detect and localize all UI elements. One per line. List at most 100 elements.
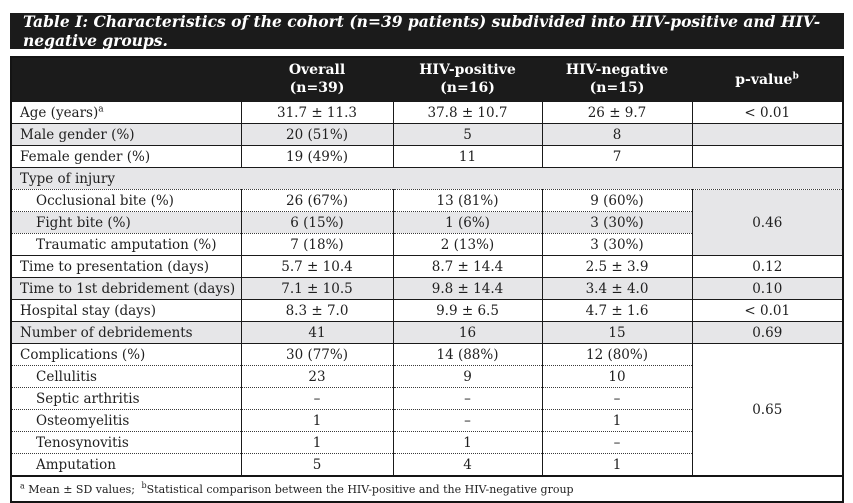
- table-frame: Overall (n=39) HIV-positive (n=16) HIV-n…: [10, 56, 844, 503]
- footnote: a Mean ± SD values; bStatistical compari…: [12, 475, 842, 501]
- cell-hiv-negative: –: [541, 387, 692, 410]
- cell-overall: 8.3 ± 7.0: [240, 299, 393, 322]
- cell-p-value: [691, 145, 842, 168]
- cell-overall: –: [240, 387, 393, 410]
- cell-p-value: 0.69: [691, 321, 842, 344]
- row-label: Cellulitis: [12, 365, 241, 388]
- cell-hiv-negative: 12 (80%): [541, 343, 692, 366]
- cell-hiv-positive: 1: [392, 431, 542, 454]
- cell-p-value: 0.10: [691, 277, 842, 300]
- table-row-septic-arthritis: Septic arthritis – – –: [12, 387, 842, 410]
- table-header: Overall (n=39) HIV-positive (n=16) HIV-n…: [12, 58, 842, 102]
- row-label: Septic arthritis: [12, 387, 241, 410]
- cell-p-value-merged-injury: 0.46: [691, 189, 842, 256]
- header-label-col: [12, 58, 241, 102]
- cell-hiv-negative: 10: [541, 365, 692, 388]
- cell-hiv-positive: 1 (6%): [392, 211, 542, 234]
- cell-hiv-negative: 3 (30%): [541, 211, 692, 234]
- table-title: Table I: Characteristics of the cohort (…: [23, 12, 821, 50]
- table-row-number-of-debridements: Number of debridements 41 16 15 0.69: [12, 321, 842, 344]
- row-label: Male gender (%): [12, 123, 241, 146]
- cell-hiv-negative: 4.7 ± 1.6: [541, 299, 692, 322]
- cell-overall: 19 (49%): [240, 145, 393, 168]
- row-label: Fight bite (%): [12, 211, 241, 234]
- cell-hiv-positive: –: [392, 387, 542, 410]
- row-label: Traumatic amputation (%): [12, 233, 241, 256]
- cell-overall: 5.7 ± 10.4: [240, 255, 393, 278]
- cell-hiv-negative: 2.5 ± 3.9: [541, 255, 692, 278]
- header-p-value: p-valueb: [692, 58, 842, 102]
- row-label: Osteomyelitis: [12, 409, 241, 432]
- row-label: Time to presentation (days): [12, 255, 241, 278]
- row-label: Number of debridements: [12, 321, 241, 344]
- table-row-amputation: Amputation 5 4 1: [12, 453, 842, 476]
- cell-hiv-positive: 9: [392, 365, 542, 388]
- table-row-fight-bite: Fight bite (%) 6 (15%) 1 (6%) 3 (30%): [12, 211, 842, 234]
- row-label: Occlusional bite (%): [12, 189, 241, 212]
- cell-p-value-merged-complications: 0.65: [691, 343, 842, 476]
- cell-overall: 20 (51%): [240, 123, 393, 146]
- table-row-traumatic-amputation: Traumatic amputation (%) 7 (18%) 2 (13%)…: [12, 233, 842, 256]
- cell-overall: 6 (15%): [240, 211, 393, 234]
- table-footnote-row: a Mean ± SD values; bStatistical compari…: [12, 475, 842, 501]
- cell-hiv-negative: 1: [541, 453, 692, 476]
- table-row-time-to-presentation: Time to presentation (days) 5.7 ± 10.4 8…: [12, 255, 842, 278]
- cell-p-value: < 0.01: [691, 101, 842, 124]
- row-label: Complications (%): [12, 343, 241, 366]
- row-label: Amputation: [12, 453, 241, 476]
- row-label: Tenosynovitis: [12, 431, 241, 454]
- cell-overall: 7.1 ± 10.5: [240, 277, 393, 300]
- cell-hiv-positive: –: [392, 409, 542, 432]
- cell-hiv-positive: 13 (81%): [392, 189, 542, 212]
- table-row-male-gender: Male gender (%) 20 (51%) 5 8: [12, 123, 842, 146]
- table-title-bar: Table I: Characteristics of the cohort (…: [10, 12, 844, 50]
- table-row-cellulitis: Cellulitis 23 9 10: [12, 365, 842, 388]
- cell-hiv-positive: 37.8 ± 10.7: [392, 101, 542, 124]
- cell-hiv-positive: 9.9 ± 6.5: [392, 299, 542, 322]
- table-row-tenosynovitis: Tenosynovitis 1 1 –: [12, 431, 842, 454]
- cell-p-value: < 0.01: [691, 299, 842, 322]
- cell-p-value: [691, 123, 842, 146]
- row-label: Hospital stay (days): [12, 299, 241, 322]
- row-label: Female gender (%): [12, 145, 241, 168]
- cell-hiv-positive: 2 (13%): [392, 233, 542, 256]
- cell-hiv-positive: 9.8 ± 14.4: [392, 277, 542, 300]
- table-row-age: Age (years)a 31.7 ± 11.3 37.8 ± 10.7 26 …: [12, 101, 842, 124]
- table-row-occlusional-bite: Occlusional bite (%) 26 (67%) 13 (81%) 9…: [12, 189, 842, 256]
- table-row-time-to-1st-debridement: Time to 1st debridement (days) 7.1 ± 10.…: [12, 277, 842, 300]
- cell-overall: 30 (77%): [240, 343, 393, 366]
- row-label: Age (years)a: [12, 101, 241, 124]
- cell-overall: 7 (18%): [240, 233, 393, 256]
- header-hiv-negative: HIV-negative (n=15): [542, 58, 692, 102]
- table-row-osteomyelitis: Osteomyelitis 1 – 1: [12, 409, 842, 432]
- cell-hiv-negative: 26 ± 9.7: [541, 101, 692, 124]
- cell-overall: 1: [240, 431, 393, 454]
- cohort-characteristics-table: Overall (n=39) HIV-positive (n=16) HIV-n…: [12, 58, 842, 501]
- table-row-type-of-injury: Type of injury: [12, 167, 842, 190]
- cell-hiv-negative: 9 (60%): [541, 189, 692, 212]
- cell-hiv-negative: 15: [541, 321, 692, 344]
- row-label: Time to 1st debridement (days): [12, 277, 241, 300]
- cell-hiv-negative: 3.4 ± 4.0: [541, 277, 692, 300]
- cell-hiv-positive: 5: [392, 123, 542, 146]
- cell-hiv-negative: 3 (30%): [541, 233, 692, 256]
- cell-overall: 5: [240, 453, 393, 476]
- table-body: Age (years)a 31.7 ± 11.3 37.8 ± 10.7 26 …: [12, 101, 842, 501]
- cell-hiv-negative: 8: [541, 123, 692, 146]
- table-row-female-gender: Female gender (%) 19 (49%) 11 7: [12, 145, 842, 168]
- cell-overall: 23: [240, 365, 393, 388]
- cell-p-value: 0.12: [691, 255, 842, 278]
- cell-hiv-positive: 4: [392, 453, 542, 476]
- cell-hiv-positive: 14 (88%): [392, 343, 542, 366]
- section-label: Type of injury: [12, 167, 842, 190]
- table-row-complications: Complications (%) 30 (77%) 14 (88%) 12 (…: [12, 343, 842, 476]
- cell-hiv-negative: 7: [541, 145, 692, 168]
- cell-overall: 1: [240, 409, 393, 432]
- cell-overall: 26 (67%): [240, 189, 393, 212]
- cell-hiv-negative: –: [541, 431, 692, 454]
- cell-overall: 31.7 ± 11.3: [240, 101, 393, 124]
- header-hiv-positive: HIV-positive (n=16): [393, 58, 542, 102]
- cell-hiv-positive: 8.7 ± 14.4: [392, 255, 542, 278]
- cell-hiv-positive: 11: [392, 145, 542, 168]
